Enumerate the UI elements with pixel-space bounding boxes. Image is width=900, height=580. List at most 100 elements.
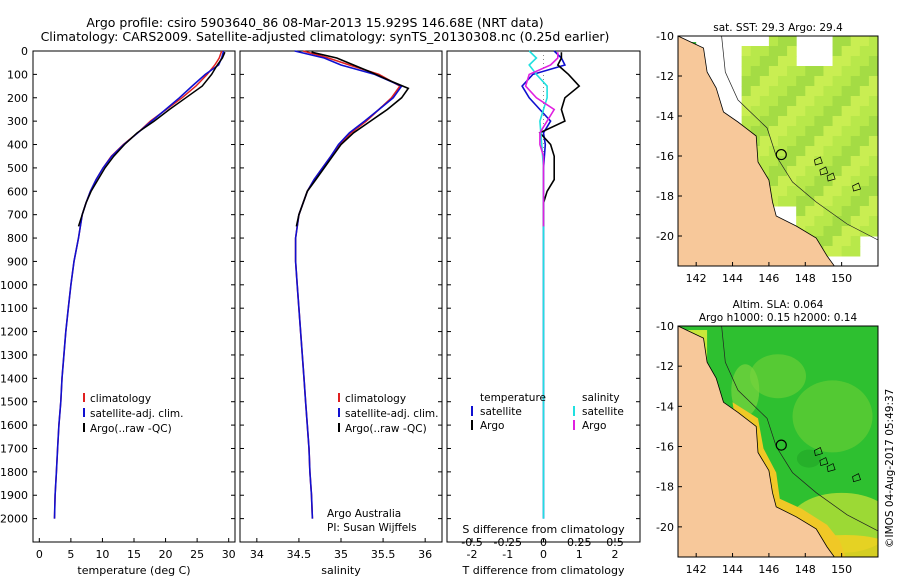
sst_map-cell: [787, 186, 797, 197]
sst_map-title: sat. SST: 29.3 Argo: 29.4: [713, 22, 843, 34]
sst_map-cell: [805, 226, 815, 237]
diff-legend-label: Argo: [582, 420, 606, 432]
sst_map-cell: [832, 156, 843, 167]
sst_map-cell: [805, 176, 815, 187]
sst_map-cell: [768, 86, 779, 97]
salinity-xlabel: salinity: [321, 564, 361, 577]
sst_map-cell: [841, 86, 852, 97]
sst_map-cell: [768, 76, 779, 87]
salinity-frame: [239, 50, 443, 543]
sst_map-reef: [852, 182, 861, 192]
sst_map-cell: [823, 246, 834, 257]
sla_map-xtick-label: 142: [686, 563, 707, 576]
sst_map-cell: [796, 106, 806, 117]
temperature-xtick-label: 20: [159, 548, 173, 561]
sla_map-xtick-label: 150: [831, 563, 852, 576]
diff-legend-label: satellite: [582, 406, 624, 418]
sst_map-cell: [787, 136, 797, 147]
sla_map-xtick-label: 148: [795, 563, 816, 576]
sst_map-cell: [850, 226, 861, 237]
sst_map-cell: [805, 106, 815, 117]
sst_map-cell: [805, 156, 815, 167]
sst_map-cell: [832, 66, 843, 77]
sla_map-reef: [819, 457, 829, 467]
sst_map-cell: [805, 196, 815, 207]
sst_map-cell: [768, 186, 779, 197]
sst_map-cell: [841, 186, 852, 197]
sst_map-cell: [759, 76, 770, 87]
credit-text: Argo Australia: [327, 508, 401, 520]
sst_map-cell: [850, 166, 861, 177]
sst_map-cell: [768, 136, 779, 147]
sst_map-cell: [805, 66, 815, 77]
sst_map-cell: [759, 146, 770, 157]
sla_map-ytick-label: -14: [656, 400, 674, 413]
sst_map-cell: [841, 96, 852, 107]
sst_map-cell: [841, 106, 852, 117]
temperature-ytick-label: 700: [7, 209, 28, 222]
sst_map-cell: [850, 96, 861, 107]
salinity-xtick-label: 34: [250, 548, 264, 561]
difference-xtick-label: 0: [540, 548, 547, 561]
sst_map-cell: [859, 146, 870, 157]
sst_map-cell: [768, 126, 779, 137]
sst_map-cell: [759, 96, 770, 107]
sst_map-cell: [823, 126, 834, 137]
sst_map-cell: [814, 196, 824, 207]
difference-xlabel: T difference from climatology: [462, 564, 625, 577]
sst_map-cell: [841, 206, 852, 217]
temperature-panel: 0 5 10 15 20 25 30 temperature (deg C) 0 100 200 30…: [0, 45, 236, 577]
sst_map-cell: [814, 96, 824, 107]
difference-panel: -2 -1 0 1 2 -0.5 -0.25 0 0.25 0.5 T difference fro…: [446, 50, 641, 577]
sst_map-cell: [868, 196, 878, 207]
sst_map-cell: [868, 66, 878, 77]
sst_map-cell: [759, 116, 770, 127]
diff-legend-header-temperature: temperature: [480, 392, 546, 404]
sst_map-cell: [859, 196, 870, 207]
sst_map-cell: [805, 86, 815, 97]
sst_map-frame: [677, 35, 879, 267]
sst_map-cell: [768, 96, 779, 107]
temperature-ytick-label: 1100: [0, 302, 28, 315]
temperature-ytick-label: 300: [7, 115, 28, 128]
sla_map-subtitle: Argo h1000: 0.15 h2000: 0.14: [699, 312, 858, 324]
sst_map-cell: [814, 76, 824, 87]
sst_map-cell: [814, 206, 824, 217]
temperature-xtick-label: 25: [190, 548, 204, 561]
sst_map-cell: [759, 166, 770, 177]
sst_map-cell: [868, 206, 878, 217]
sst_map-xtick-label: 150: [831, 272, 852, 285]
sst_map-cell: [859, 216, 870, 227]
sst_map-cell: [868, 46, 878, 57]
sst_map-cell: [859, 156, 870, 167]
sst_map-cell: [741, 56, 752, 67]
sst_map-cell: [850, 156, 861, 167]
sst_map-cell: [814, 126, 824, 137]
sst_map-cell: [868, 96, 878, 107]
sst_map-cell: [778, 86, 788, 97]
sla_map-reef: [852, 473, 861, 483]
diff-legend-label: Argo: [480, 420, 504, 432]
sst_map-cell: [750, 56, 761, 67]
sst_map-cell: [759, 106, 770, 117]
temp-legend-label: Argo(..raw -QC): [90, 423, 172, 435]
sst_map-cell: [814, 106, 824, 117]
difference-xtick-top-label: 0.5: [606, 536, 624, 549]
sst_map-cell: [759, 46, 770, 57]
sla_map-anomaly-b: [792, 380, 873, 453]
sst_map-content: [678, 36, 878, 266]
sst_map-cell: [868, 216, 878, 227]
sst_map-cell: [768, 146, 779, 157]
temperature-frame: [32, 50, 236, 543]
sst_map-cell: [805, 186, 815, 197]
sst_map-cell: [805, 126, 815, 137]
sst_map-cell: [787, 156, 797, 167]
sst_map-cell: [787, 196, 797, 207]
sst_map-cell: [868, 136, 878, 147]
sst_map-cell: [850, 136, 861, 147]
sst_map-cell: [768, 36, 779, 47]
sst_map-xtick-label: 146: [758, 272, 779, 285]
sst_map-cell: [805, 116, 815, 127]
sst_map-cell: [768, 176, 779, 187]
